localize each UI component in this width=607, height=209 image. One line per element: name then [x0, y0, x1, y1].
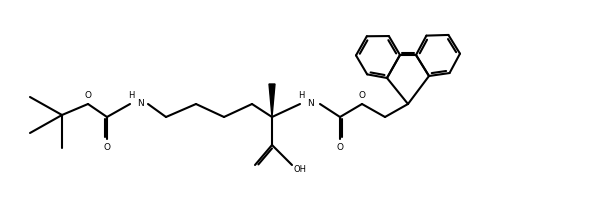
Text: H: H — [298, 90, 304, 99]
Text: O: O — [84, 92, 92, 101]
Text: O: O — [104, 144, 110, 153]
Text: O: O — [336, 144, 344, 153]
Text: N: N — [137, 98, 143, 107]
Text: H: H — [128, 90, 134, 99]
Text: OH: OH — [294, 166, 307, 175]
Text: O: O — [359, 92, 365, 101]
Text: N: N — [308, 98, 314, 107]
Polygon shape — [269, 84, 275, 117]
